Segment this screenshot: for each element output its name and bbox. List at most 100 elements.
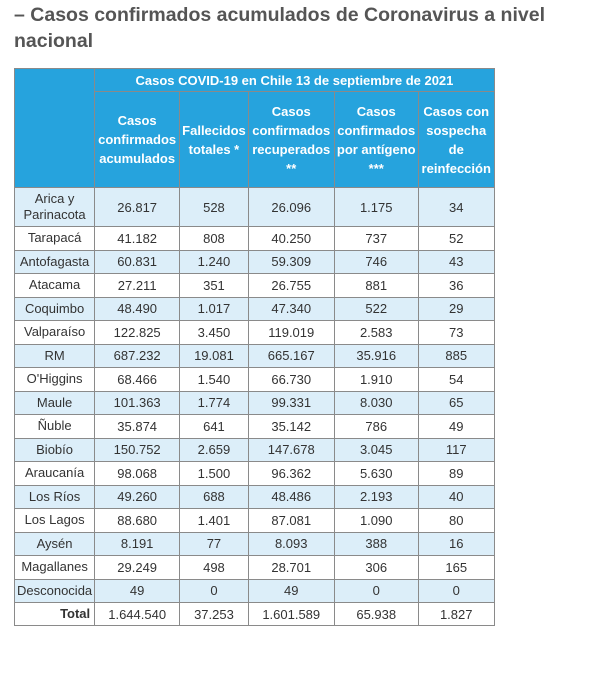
- region-name-cell: RM: [13, 343, 96, 368]
- value-cell: 665.167: [247, 343, 335, 368]
- value-cell: 687.232: [94, 343, 181, 368]
- value-cell: 1.500: [179, 461, 249, 486]
- value-cell: 26.096: [247, 187, 335, 227]
- total-label-cell: Total: [13, 602, 96, 626]
- value-cell: 49: [247, 578, 335, 603]
- value-cell: 3.450: [179, 320, 249, 345]
- value-cell: 80: [417, 508, 495, 533]
- value-cell: 881: [333, 273, 419, 298]
- table-row: Arica y Parinacota 26.817 528 26.096 1.175 34: [13, 187, 495, 227]
- region-name-cell: Biobío: [13, 437, 96, 462]
- total-value-cell: 65.938: [333, 602, 419, 626]
- value-cell: 41.182: [94, 226, 181, 251]
- value-cell: 26.755: [247, 273, 335, 298]
- value-cell: 1.910: [333, 367, 419, 392]
- column-header: Fallecidos totales *: [179, 91, 249, 188]
- region-name-cell: Maule: [13, 390, 96, 415]
- region-name-cell: Los Ríos: [13, 484, 96, 509]
- region-name-cell: Tarapacá: [13, 226, 96, 251]
- column-header: Casos confirmados por antígeno ***: [333, 91, 419, 188]
- table-row: Los Lagos 88.680 1.401 87.081 1.090 80: [13, 508, 495, 533]
- value-cell: 54: [417, 367, 495, 392]
- value-cell: 1.017: [179, 296, 249, 321]
- value-cell: 49.260: [94, 484, 181, 509]
- value-cell: 65: [417, 390, 495, 415]
- value-cell: 35.916: [333, 343, 419, 368]
- value-cell: 40.250: [247, 226, 335, 251]
- value-cell: 101.363: [94, 390, 181, 415]
- region-name-cell: Araucanía: [13, 461, 96, 486]
- value-cell: 2.583: [333, 320, 419, 345]
- table-row: Tarapacá 41.182 808 40.250 737 52: [13, 226, 495, 251]
- table-row: Coquimbo 48.490 1.017 47.340 522 29: [13, 296, 495, 321]
- region-name-cell: Atacama: [13, 273, 96, 298]
- total-value-cell: 37.253: [179, 602, 249, 626]
- value-cell: 48.486: [247, 484, 335, 509]
- value-cell: 1.175: [333, 187, 419, 227]
- value-cell: 29.249: [94, 555, 181, 580]
- value-cell: 48.490: [94, 296, 181, 321]
- table-row: RM 687.232 19.081 665.167 35.916 885: [13, 343, 495, 368]
- region-name-cell: Arica y Parinacota: [13, 187, 96, 227]
- value-cell: 2.659: [179, 437, 249, 462]
- value-cell: 49: [94, 578, 181, 603]
- value-cell: 60.831: [94, 249, 181, 274]
- value-cell: 528: [179, 187, 249, 227]
- value-cell: 66.730: [247, 367, 335, 392]
- value-cell: 150.752: [94, 437, 181, 462]
- table-row: Ñuble 35.874 641 35.142 786 49: [13, 414, 495, 439]
- table-corner-cell: [13, 68, 96, 188]
- value-cell: 786: [333, 414, 419, 439]
- column-header: Casos confirmados recuperados **: [247, 91, 335, 188]
- table-row: Los Ríos 49.260 688 48.486 2.193 40: [13, 484, 495, 509]
- value-cell: 40: [417, 484, 495, 509]
- value-cell: 68.466: [94, 367, 181, 392]
- total-value-cell: 1.601.589: [247, 602, 335, 626]
- value-cell: 117: [417, 437, 495, 462]
- column-header: Casos con sospecha de reinfección: [417, 91, 495, 188]
- value-cell: 498: [179, 555, 249, 580]
- value-cell: 0: [417, 578, 495, 603]
- total-row: Total 1.644.540 37.253 1.601.589 65.938 1.827: [13, 602, 495, 626]
- value-cell: 96.362: [247, 461, 335, 486]
- value-cell: 1.090: [333, 508, 419, 533]
- value-cell: 29: [417, 296, 495, 321]
- table-title: Casos COVID-19 en Chile 13 de septiembre…: [94, 68, 495, 92]
- value-cell: 49: [417, 414, 495, 439]
- table-row: Aysén 8.191 77 8.093 388 16: [13, 531, 495, 556]
- value-cell: 2.193: [333, 484, 419, 509]
- total-value-cell: 1.827: [417, 602, 495, 626]
- table-row: Antofagasta 60.831 1.240 59.309 746 43: [13, 249, 495, 274]
- value-cell: 165: [417, 555, 495, 580]
- table-row: Desconocida 49 0 49 0 0: [13, 578, 495, 603]
- page-heading: – Casos confirmados acumulados de Corona…: [14, 4, 545, 52]
- value-cell: 746: [333, 249, 419, 274]
- region-name-cell: Ñuble: [13, 414, 96, 439]
- value-cell: 26.817: [94, 187, 181, 227]
- table-row: Valparaíso 122.825 3.450 119.019 2.583 73: [13, 320, 495, 345]
- value-cell: 52: [417, 226, 495, 251]
- value-cell: 98.068: [94, 461, 181, 486]
- region-name-cell: Antofagasta: [13, 249, 96, 274]
- value-cell: 351: [179, 273, 249, 298]
- value-cell: 88.680: [94, 508, 181, 533]
- value-cell: 36: [417, 273, 495, 298]
- value-cell: 28.701: [247, 555, 335, 580]
- value-cell: 1.240: [179, 249, 249, 274]
- value-cell: 59.309: [247, 249, 335, 274]
- value-cell: 5.630: [333, 461, 419, 486]
- value-cell: 19.081: [179, 343, 249, 368]
- value-cell: 119.019: [247, 320, 335, 345]
- covid-cases-table: Casos COVID-19 en Chile 13 de septiembre…: [13, 68, 495, 626]
- value-cell: 16: [417, 531, 495, 556]
- value-cell: 0: [179, 578, 249, 603]
- region-name-cell: Desconocida: [13, 578, 96, 603]
- value-cell: 27.211: [94, 273, 181, 298]
- table-row: Magallanes 29.249 498 28.701 306 165: [13, 555, 495, 580]
- value-cell: 89: [417, 461, 495, 486]
- value-cell: 641: [179, 414, 249, 439]
- table-row: Araucanía 98.068 1.500 96.362 5.630 89: [13, 461, 495, 486]
- table-row: Atacama 27.211 351 26.755 881 36: [13, 273, 495, 298]
- value-cell: 35.142: [247, 414, 335, 439]
- value-cell: 808: [179, 226, 249, 251]
